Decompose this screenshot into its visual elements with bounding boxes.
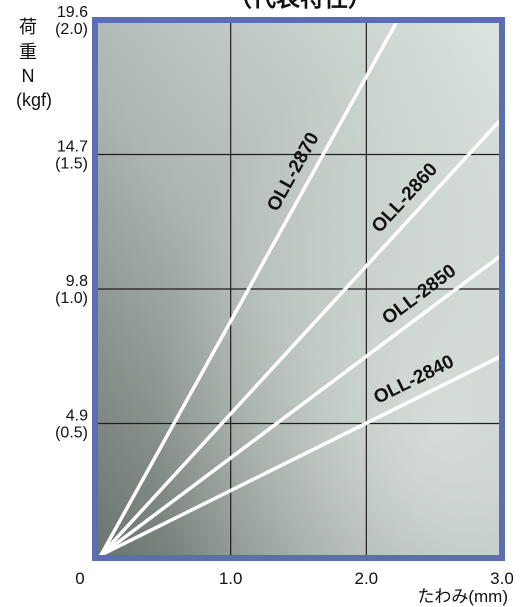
x-tick-label-1: 1.0: [219, 569, 243, 588]
chart-title: （代表特性）: [228, 0, 372, 12]
series-lines: [99, 20, 502, 557]
y-tick-sublabel-1: (1.0): [55, 290, 88, 307]
y-tick-label-1: 9.8: [66, 273, 88, 290]
series-line-oll-2860: [99, 116, 502, 557]
x-tick-label-0: 0: [75, 569, 84, 588]
grid: [95, 20, 502, 558]
y-tick-labels: 4.9(0.5) 9.8(1.0) 14.7(1.5) 19.6(2.0): [55, 4, 88, 442]
y-axis-label: 荷重N (kgf): [16, 17, 52, 110]
series-line-oll-2840: [99, 353, 502, 557]
y-tick-sublabel-3: (2.0): [55, 21, 88, 38]
y-tick-label-0: 4.9: [66, 408, 88, 425]
y-axis-label-part-3: (kgf): [16, 90, 52, 110]
y-tick-label-2: 14.7: [57, 139, 88, 156]
y-axis-label-part-0: 荷: [19, 17, 37, 37]
plot-frame: [92, 17, 505, 561]
x-tick-label-2: 2.0: [355, 569, 379, 588]
x-axis-label: たわみ(mm): [417, 587, 508, 606]
x-tick-label-3: 3.0: [490, 569, 514, 588]
y-axis-label-part-1: 重: [19, 42, 37, 62]
x-tick-labels: 0 1.0 2.0 3.0: [75, 569, 514, 588]
series-line-oll-2850: [99, 252, 502, 557]
y-tick-sublabel-0: (0.5): [55, 425, 88, 442]
series-line-oll-2870: [99, 20, 400, 557]
y-axis-label-part-2: N: [22, 66, 35, 86]
y-tick-sublabel-2: (1.5): [55, 156, 88, 173]
y-tick-label-3: 19.6: [57, 4, 88, 21]
